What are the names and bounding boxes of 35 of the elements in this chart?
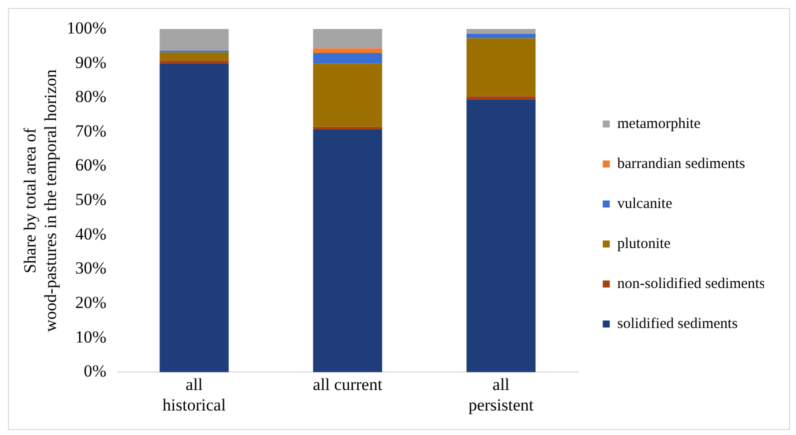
y-tick-label: 20% [75,293,106,312]
legend-label: vulcanite [617,196,673,212]
bar [313,126,382,130]
bar [466,99,536,372]
legend-label: barrandian sediments [617,156,746,172]
bar [313,53,382,64]
x-tick-label: all historical [162,374,226,414]
bar [466,34,536,38]
y-tick-label: 70% [75,121,106,140]
bar [466,38,536,96]
y-tick-label: 40% [75,224,106,244]
bar [160,63,229,372]
y-tick-label: 30% [75,258,106,278]
bar [160,29,229,51]
bar [160,52,229,61]
legend-label: solidified sediments [617,316,738,332]
y-tick-label: 10% [75,327,106,346]
x-tick-label: all persistent [468,374,534,414]
y-tick-label: 80% [75,87,106,106]
legend-label: plutonite [617,236,671,252]
y-tick-label: 0% [84,362,106,381]
bar [466,29,536,34]
x-tick-label: all current [312,374,383,394]
bar [466,96,536,100]
bar [313,48,382,54]
legend-label: metamorphite [617,116,701,132]
y-axis-title: Share by total area of wood-pastures in the temporal horizon [20,68,60,332]
y-tick-label: 100% [66,18,106,38]
y-tick-label: 60% [75,156,106,175]
bar [160,60,229,64]
bar [313,64,382,127]
y-tick-label: 50% [75,190,106,210]
bar [313,29,382,48]
y-tick-label: 90% [75,52,106,72]
bar [313,130,382,372]
